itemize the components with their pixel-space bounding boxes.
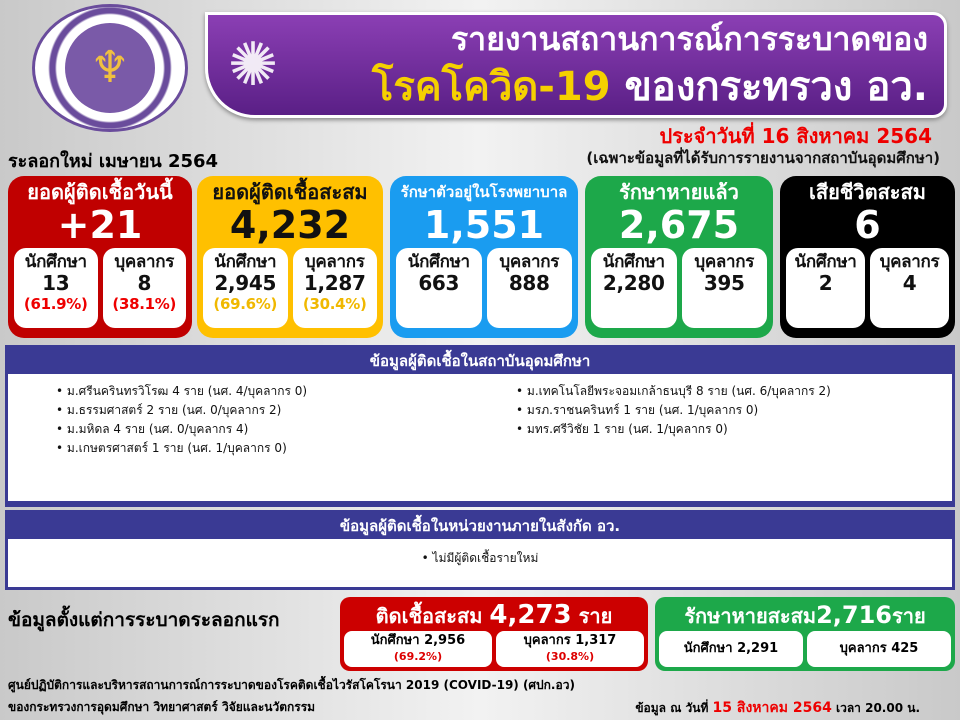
virus-icon: ✺ <box>227 30 279 100</box>
card-title: รักษาหายแล้ว <box>619 180 739 204</box>
agencies-section: ข้อมูลผู้ติดเชื้อในหน่วยงานภายในสังกัด อ… <box>5 510 955 590</box>
institutions-list-left: ม.ศรีนครินทรวิโรฒ 4 ราย (นศ. 4/บุคลากร 0… <box>56 382 516 501</box>
stat-card: รักษาหายแล้ว 2,675 นักศึกษา 2,280 บุคลากร… <box>585 176 773 338</box>
agencies-heading: ข้อมูลผู้ติดเชื้อในหน่วยงานภายในสังกัด อ… <box>8 513 952 539</box>
stat-card: เสียชีวิตสะสม 6 นักศึกษา 2 บุคลากร 4 <box>780 176 955 338</box>
report-date: ประจำวันที่ 16 สิงหาคม 2564 <box>659 124 932 148</box>
card-title: เสียชีวิตสะสม <box>809 180 926 204</box>
students-box: นักศึกษา 13 (61.9%) <box>14 248 98 328</box>
card-value: 4,232 <box>229 203 351 247</box>
students-box: นักศึกษา 2 <box>786 248 865 328</box>
card-value: +21 <box>57 203 143 247</box>
staff-box: บุคลากร 888 <box>486 248 572 328</box>
card-value: 2,675 <box>618 203 740 247</box>
card-title: ยอดผู้ติดเชื้อวันนี้ <box>27 180 173 204</box>
infected-title: ติดเชื้อสะสม <box>375 604 483 628</box>
stat-card: ยอดผู้ติดเชื้อสะสม 4,232 นักศึกษา 2,945 (6… <box>197 176 383 338</box>
subtitle: (เฉพาะข้อมูลที่ได้รับการรายงานจากสถาบันอ… <box>586 149 940 167</box>
card-value: 1,551 <box>423 203 545 247</box>
institutions-heading: ข้อมูลผู้ติดเชื้อในสถาบันอุดมศึกษา <box>8 348 952 374</box>
list-item: ม.เกษตรศาสตร์ 1 ราย (นศ. 1/บุคลากร 0) <box>56 439 516 458</box>
students-box: นักศึกษา 2,280 <box>591 248 677 328</box>
stat-card: ยอดผู้ติดเชื้อวันนี้ +21 นักศึกษา 13 (61.9… <box>8 176 192 338</box>
recovered-title: รักษาหายสะสม <box>684 604 817 628</box>
list-item: มรภ.ราชนครินทร์ 1 ราย (นศ. 1/บุคลากร 0) <box>516 401 831 420</box>
list-item: ม.มหิดล 4 ราย (นศ. 0/บุคลากร 4) <box>56 420 516 439</box>
unit: ราย <box>578 604 613 628</box>
staff-box: บุคลากร 4 <box>870 248 949 328</box>
list-item: ม.ศรีนครินทรวิโรฒ 4 ราย (นศ. 4/บุคลากร 0… <box>56 382 516 401</box>
trident-emblem-icon: ♆ <box>65 23 155 113</box>
cumulative-infected: ติดเชื้อสะสม 4,273 ราย นักศึกษา 2,956 (69… <box>340 597 648 671</box>
footer-line2: ของกระทรวงการอุดมศึกษา วิทยาศาสตร์ วิจัย… <box>8 700 316 714</box>
recovered-value: 2,716 <box>816 601 892 629</box>
wave-label: ระลอกใหม่ เมษายน 2564 <box>8 151 219 172</box>
footer-line1: ศูนย์ปฏิบัติการและบริหารสถานการณ์การระบา… <box>8 678 575 692</box>
institutions-section: ข้อมูลผู้ติดเชื้อในสถาบันอุดมศึกษา ม.ศรี… <box>5 345 955 507</box>
card-value: 6 <box>854 203 881 247</box>
students-box: นักศึกษา 663 <box>396 248 482 328</box>
infected-value: 4,273 <box>489 601 572 629</box>
institutions-list-right: ม.เทคโนโลยีพระจอมเกล้าธนบุรี 8 ราย (นศ. … <box>516 382 831 501</box>
card-title: ยอดผู้ติดเชื้อสะสม <box>212 180 368 204</box>
data-as-of: ข้อมูล ณ วันที่ 15 สิงหาคม 2564 เวลา 20.… <box>635 700 920 716</box>
stat-card: รักษาตัวอยู่ในโรงพยาบาล 1,551 นักศึกษา 66… <box>390 176 578 338</box>
list-item: มทร.ศรีวิชัย 1 ราย (นศ. 1/บุคลากร 0) <box>516 420 831 439</box>
title-banner: ✺ รายงานสถานการณ์การระบาดของ โรคโควิด-19… <box>205 12 947 118</box>
staff-box: บุคลากร 395 <box>681 248 767 328</box>
card-title: รักษาตัวอยู่ในโรงพยาบาล <box>400 183 568 201</box>
list-item: ม.เทคโนโลยีพระจอมเกล้าธนบุรี 8 ราย (นศ. … <box>516 382 831 401</box>
unit: ราย <box>891 604 926 628</box>
recovered-staff: บุคลากร 425 <box>807 631 951 667</box>
list-item: ม.ธรรมศาสตร์ 2 ราย (นศ. 0/บุคลากร 2) <box>56 401 516 420</box>
staff-box: บุคลากร 8 (38.1%) <box>102 248 186 328</box>
staff-box: บุคลากร 1,287 (30.4%) <box>292 248 377 328</box>
cumulative-recovered: รักษาหายสะสม2,716ราย นักศึกษา 2,291 บุคลา… <box>655 597 955 671</box>
ministry-logo: ♆ <box>32 4 188 132</box>
list-item: ไม่มีผู้ติดเชื้อรายใหม่ <box>422 551 539 565</box>
title-line1: รายงานสถานการณ์การระบาดของ <box>450 20 928 58</box>
infected-staff: บุคลากร 1,317 (30.8%) <box>496 631 644 667</box>
infected-students: นักศึกษา 2,956 (69.2%) <box>344 631 492 667</box>
recovered-students: นักศึกษา 2,291 <box>659 631 803 667</box>
cumulative-label: ข้อมูลตั้งแต่การระบาดระลอกแรก <box>8 609 280 631</box>
students-box: นักศึกษา 2,945 (69.6%) <box>203 248 288 328</box>
title-line2: โรคโควิด-19 ของกระทรวง อว. <box>371 64 928 110</box>
